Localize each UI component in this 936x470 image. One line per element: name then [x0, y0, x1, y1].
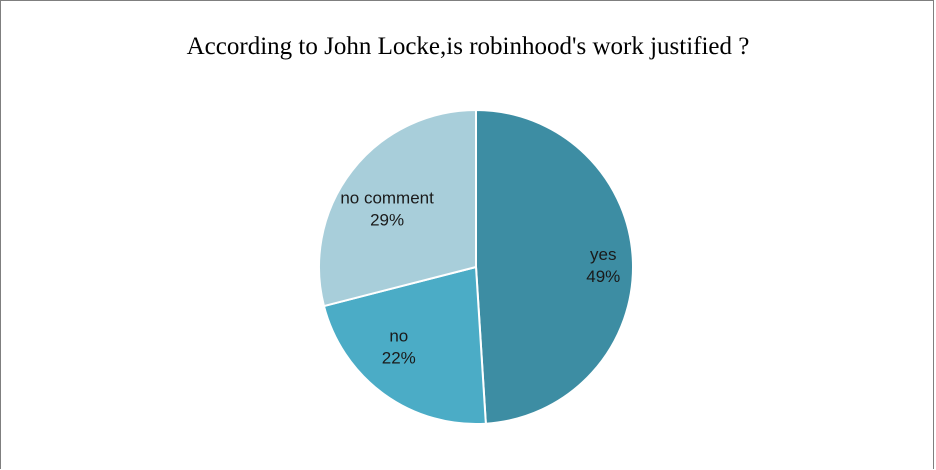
- pie-label-yes: yes 49%: [586, 245, 620, 286]
- pie-slice-yes: [475, 108, 634, 425]
- pie-slice-no-comment: [318, 108, 477, 308]
- chart-title: According to John Locke,is robinhood's w…: [186, 33, 750, 60]
- pie-label-no: no 22%: [382, 327, 416, 368]
- pie-slice-no: [322, 265, 487, 425]
- pie-label-no-comment: no comment 29%: [340, 188, 434, 229]
